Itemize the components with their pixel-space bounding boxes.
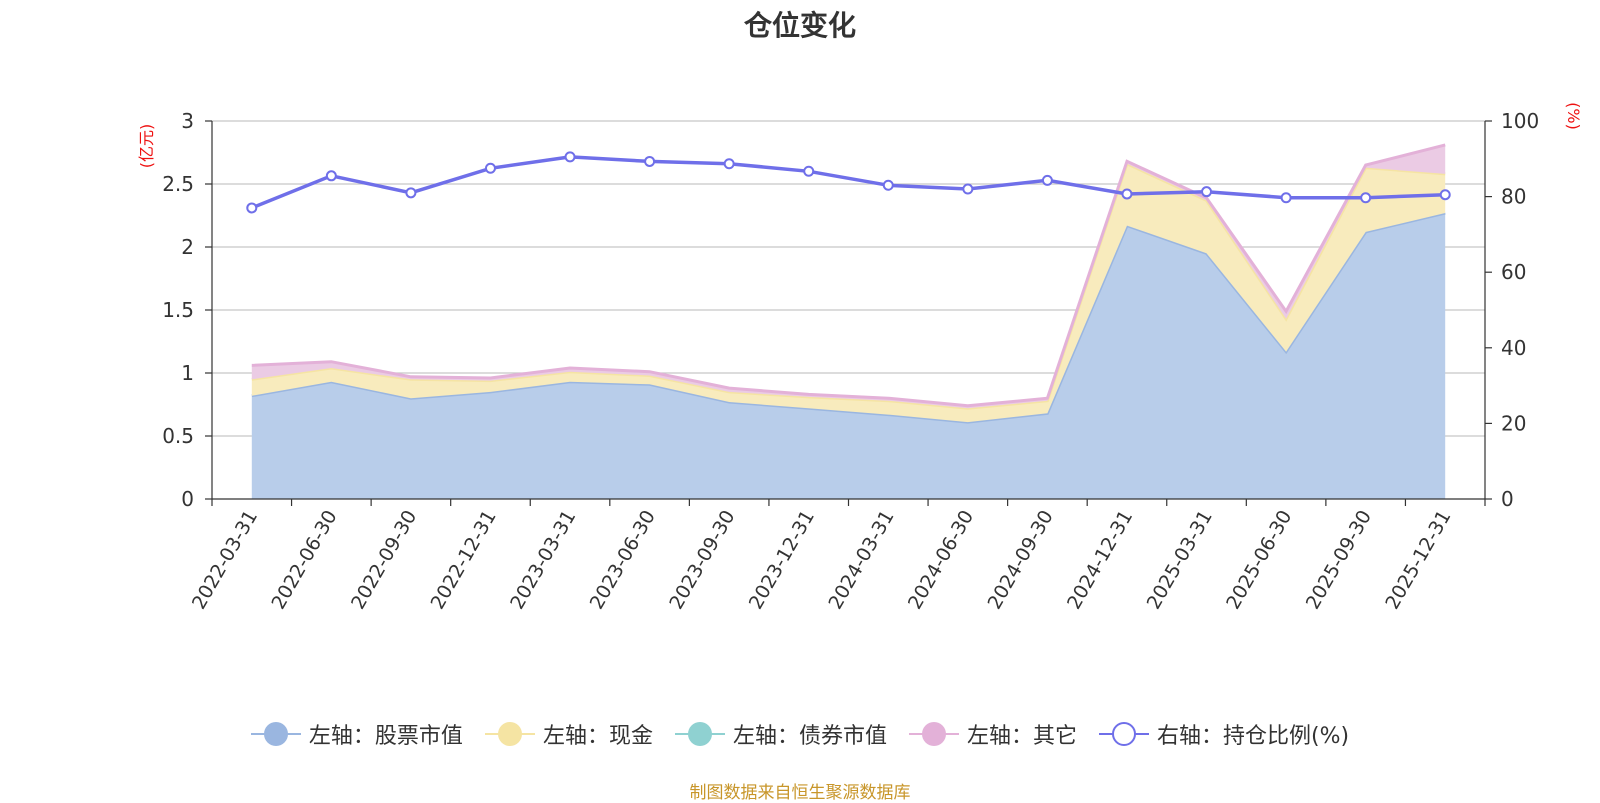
right-tick-label: 100: [1501, 109, 1539, 133]
legend-item[interactable]: 左轴：债券市值: [674, 718, 887, 750]
x-tick-label: 2023-12-31: [745, 507, 819, 614]
source-note: 制图数据来自恒生聚源数据库: [689, 783, 911, 803]
left-tick-label: 1: [181, 361, 194, 385]
x-tick-label: 2022-03-31: [188, 507, 262, 614]
ratio-point: [882, 179, 894, 191]
x-tick-label: 2024-09-30: [983, 507, 1057, 614]
legend-label: 左轴：债券市值: [732, 724, 887, 749]
ratio-point: [1201, 186, 1213, 198]
legend-item[interactable]: 左轴：现金: [484, 718, 653, 750]
ratio-line: [246, 151, 1451, 214]
area-左轴：现金: [251, 163, 1446, 423]
legend: 左轴：股票市值 左轴：现金 左轴：债券市值 左轴：其它 右轴：持仓比例(%): [0, 718, 1600, 750]
ratio-point: [1041, 174, 1053, 186]
ratio-point: [484, 162, 496, 174]
legend-label: 右轴：持仓比例(%): [1156, 724, 1350, 749]
ratio-point: [1121, 188, 1133, 200]
x-tick-label: 2025-09-30: [1302, 507, 1376, 614]
left-tick-label: 1.5: [162, 298, 194, 322]
right-tick-label: 0: [1501, 487, 1514, 511]
ratio-point: [1439, 189, 1451, 201]
ratio-point: [1360, 192, 1372, 204]
right-tick-label: 40: [1501, 336, 1526, 360]
left-tick-label: 2: [181, 235, 194, 259]
right-axis-unit: (%): [1564, 102, 1583, 130]
legend-swatch: [484, 719, 535, 749]
legend-swatch: [674, 719, 725, 749]
legend-label: 左轴：股票市值: [308, 724, 463, 749]
ratio-point: [1280, 192, 1292, 204]
x-tick-label: 2024-03-31: [824, 507, 898, 614]
right-tick-label: 60: [1501, 260, 1526, 284]
legend-label: 左轴：现金: [542, 724, 653, 749]
ratio-line-path: [251, 155, 1446, 210]
right-tick-label: 20: [1501, 411, 1526, 435]
x-tick-label: 2023-03-31: [506, 507, 580, 614]
left-tick-label: 0.5: [162, 424, 194, 448]
x-tick-label: 2024-06-30: [904, 507, 978, 614]
x-tick-label: 2022-06-30: [267, 507, 341, 614]
x-tick-label: 2022-09-30: [347, 507, 421, 614]
stacked-areas: [251, 143, 1446, 499]
ratio-point: [644, 155, 656, 167]
x-tick-label: 2025-03-31: [1143, 507, 1217, 614]
chart-title: 仓位变化: [743, 9, 856, 42]
x-tick-label: 2025-06-30: [1222, 507, 1296, 614]
area-edge-左轴：其它: [251, 143, 1446, 408]
x-tick-label: 2022-12-31: [427, 507, 501, 614]
legend-item[interactable]: 右轴：持仓比例(%): [1098, 718, 1350, 750]
ratio-point: [325, 170, 337, 182]
ratio-point: [803, 165, 815, 177]
x-tick-label: 2023-06-30: [586, 507, 660, 614]
left-tick-label: 2.5: [162, 172, 194, 196]
left-axis-unit: (亿元): [137, 124, 156, 169]
x-tick-label: 2025-12-31: [1381, 507, 1455, 614]
legend-swatch: [250, 719, 301, 749]
legend-item[interactable]: 左轴：其它: [908, 718, 1077, 750]
legend-label: 左轴：其它: [966, 724, 1077, 749]
legend-swatch: [908, 719, 959, 749]
ratio-point: [962, 183, 974, 195]
legend-item[interactable]: 左轴：股票市值: [250, 718, 463, 750]
left-tick-label: 3: [181, 109, 194, 133]
right-tick-label: 80: [1501, 185, 1526, 209]
ratio-point: [405, 187, 417, 199]
legend-swatch: [1098, 719, 1149, 749]
x-tick-label: 2023-09-30: [665, 507, 739, 614]
left-tick-label: 0: [181, 487, 194, 511]
ratio-point: [246, 202, 258, 214]
ratio-point: [723, 158, 735, 170]
x-tick-label: 2024-12-31: [1063, 507, 1137, 614]
ratio-point: [564, 151, 576, 163]
area-左轴：股票市值: [251, 213, 1446, 499]
